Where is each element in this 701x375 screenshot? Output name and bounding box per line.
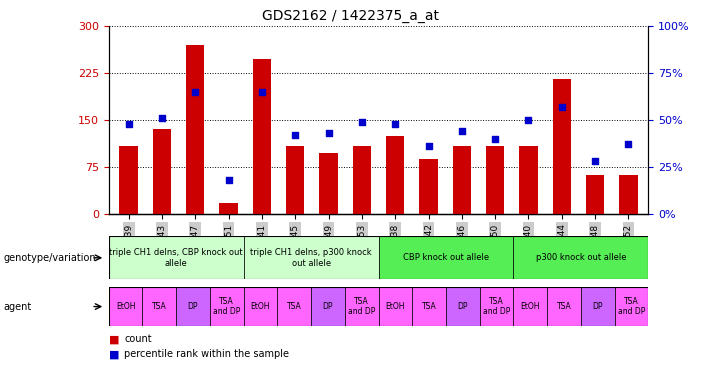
Bar [109,287,142,326]
Point [556,104,567,110]
Text: percentile rank within the sample: percentile rank within the sample [124,350,289,359]
Text: EtOH: EtOH [251,302,270,311]
Text: TSA: TSA [152,302,167,311]
Point [323,130,334,136]
Text: TSA: TSA [422,302,437,311]
Text: triple CH1 delns, CBP knock out
allele: triple CH1 delns, CBP knock out allele [109,248,243,267]
Bar [615,287,648,326]
Point [156,115,168,121]
Text: CBP knock out allele: CBP knock out allele [403,254,489,262]
Text: ■: ■ [109,334,119,344]
Bar [619,175,638,214]
Bar [419,159,437,214]
Bar [278,287,311,326]
Bar [153,129,171,214]
Text: EtOH: EtOH [386,302,405,311]
Bar [176,287,210,326]
Bar [219,202,238,214]
Bar [379,287,412,326]
Point [290,132,301,138]
Point [622,141,634,147]
Bar [514,236,648,279]
Bar [210,287,244,326]
Point [123,121,135,127]
Bar [486,146,504,214]
Bar [320,153,338,214]
Bar [547,287,581,326]
Point [423,143,434,149]
Bar [353,146,371,214]
Bar [552,80,571,214]
Bar [253,59,271,214]
Bar [519,146,538,214]
Bar [479,287,514,326]
Point [223,177,234,183]
Bar [244,236,379,279]
Text: TSA: TSA [287,302,301,311]
Bar [142,287,176,326]
Text: genotype/variation: genotype/variation [4,253,96,263]
Text: TSA
and DP: TSA and DP [213,297,240,316]
Text: TSA
and DP: TSA and DP [618,297,645,316]
Bar [581,287,615,326]
Bar [453,146,471,214]
Point [356,119,367,125]
Text: DP: DP [188,302,198,311]
Point [257,89,268,95]
Bar [286,146,304,214]
Text: TSA: TSA [557,302,571,311]
Text: DP: DP [592,302,603,311]
Text: DP: DP [458,302,468,311]
Text: p300 knock out allele: p300 knock out allele [536,254,626,262]
Bar [386,136,404,214]
Bar [345,287,379,326]
Text: ■: ■ [109,350,119,359]
Bar [119,146,138,214]
Bar [186,45,205,214]
Text: count: count [124,334,151,344]
Bar [109,236,244,279]
Bar [244,287,278,326]
Bar [586,175,604,214]
Point [190,89,201,95]
Text: triple CH1 delns, p300 knock
out allele: triple CH1 delns, p300 knock out allele [250,248,372,267]
Point [456,128,468,134]
Point [489,136,501,142]
Text: EtOH: EtOH [116,302,135,311]
Bar [311,287,345,326]
Point [523,117,534,123]
Text: agent: agent [4,302,32,312]
Bar [412,287,446,326]
Bar [379,236,514,279]
Text: GDS2162 / 1422375_a_at: GDS2162 / 1422375_a_at [262,9,439,23]
Bar [446,287,479,326]
Text: TSA
and DP: TSA and DP [483,297,510,316]
Point [390,121,401,127]
Text: DP: DP [322,302,333,311]
Text: TSA
and DP: TSA and DP [348,297,375,316]
Text: EtOH: EtOH [521,302,540,311]
Point [590,158,601,164]
Bar [514,287,547,326]
